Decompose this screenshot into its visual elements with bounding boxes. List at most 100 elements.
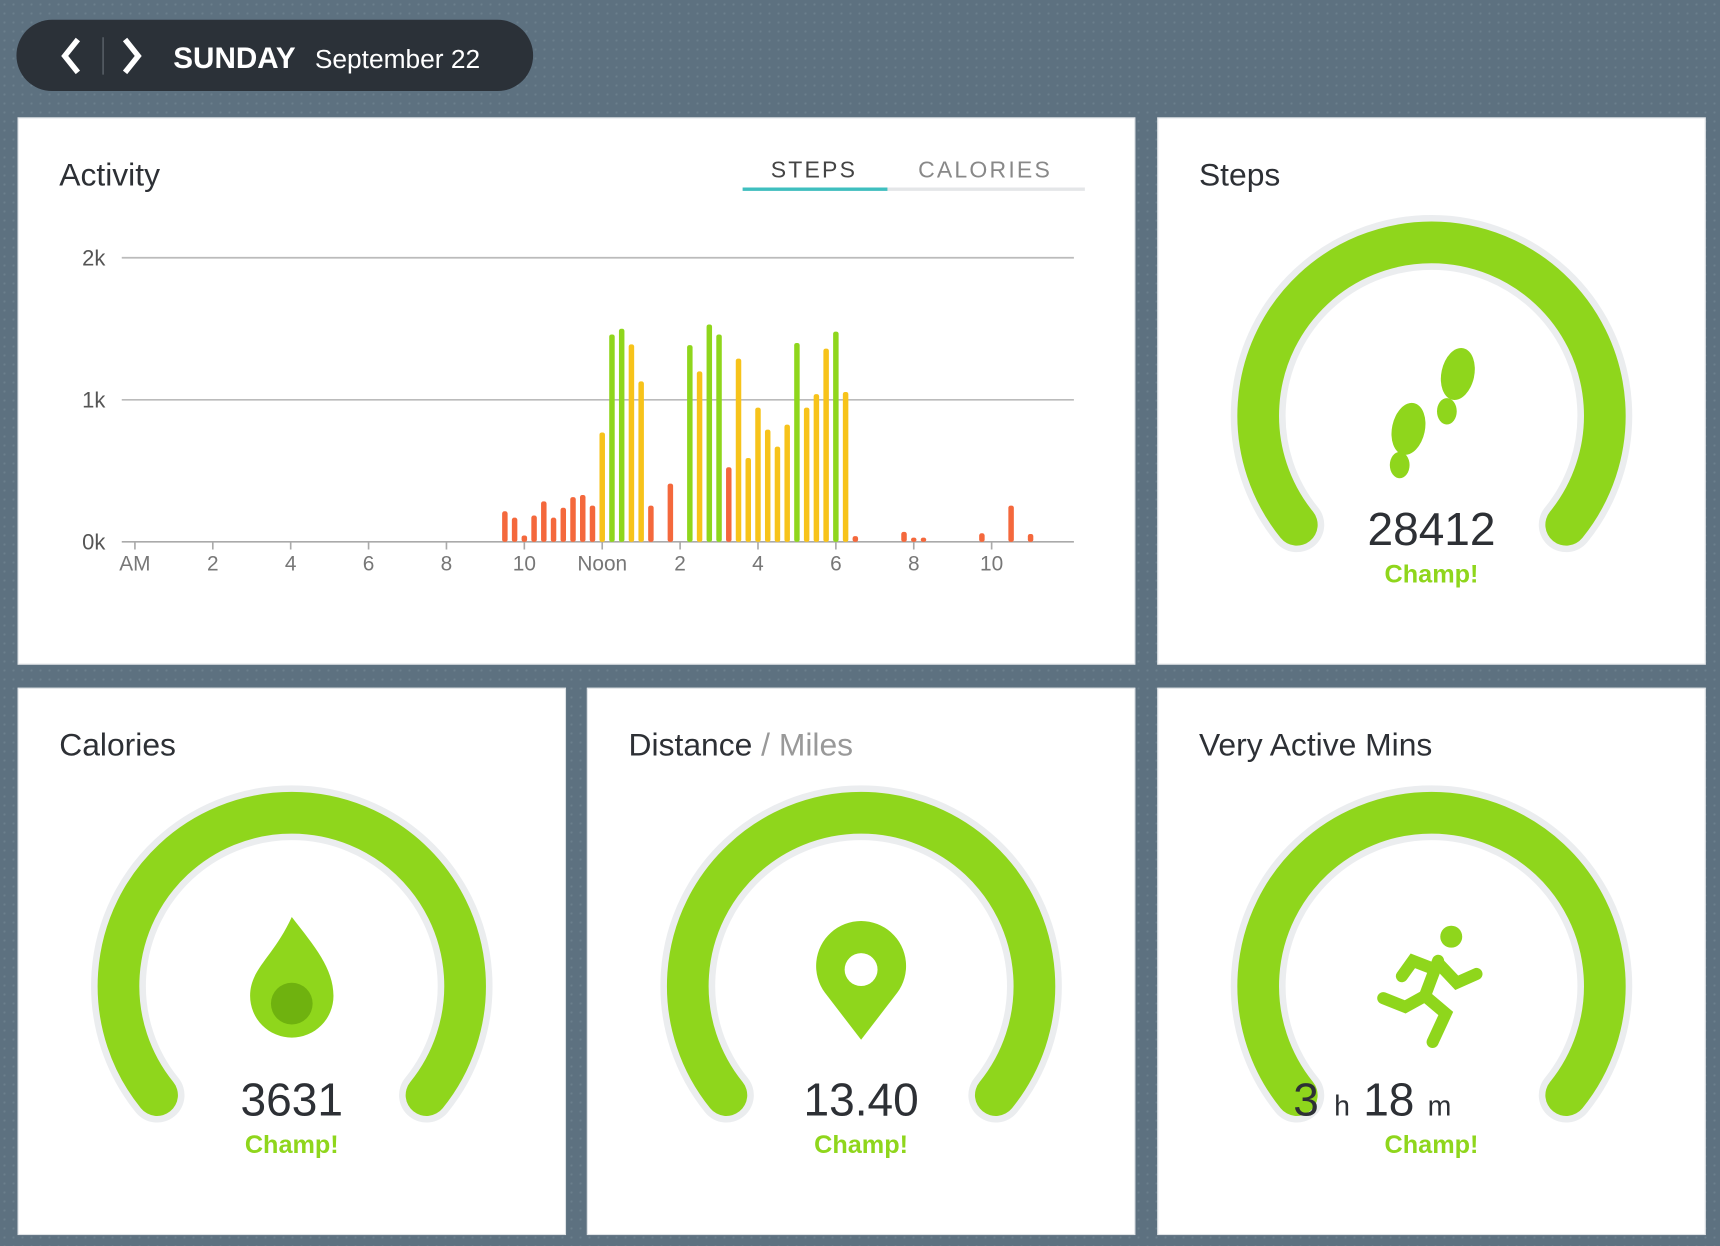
bar [911, 537, 917, 542]
very-active-gauge: 3 h 18 m Champ! [1230, 785, 1633, 1159]
bar [716, 334, 722, 542]
date-nav: SUNDAY September 22 [16, 19, 534, 92]
bar [920, 537, 927, 542]
bar [696, 371, 703, 542]
bar [706, 324, 713, 542]
footsteps-icon [1389, 348, 1475, 479]
calories-gauge: 3631 Champ! [91, 785, 493, 1159]
bar [901, 531, 907, 542]
x-tick-label: AM [119, 552, 150, 575]
status: Champ! [1385, 1131, 1479, 1159]
value: 3631 [241, 1073, 343, 1125]
hours: 3 [1293, 1073, 1319, 1125]
bar [531, 515, 537, 542]
activity-chart: STEPS CALORIES 0k 1k 2k AM 2 4 6 8 10 Noon 2 4 6 8 10 [82, 157, 1085, 575]
minutes: 18 [1363, 1073, 1414, 1125]
bar [618, 328, 625, 542]
bar [570, 497, 576, 542]
pin-hole [844, 953, 878, 987]
bar [502, 511, 508, 542]
card-title: Very Active Mins [1198, 728, 1433, 764]
bar [589, 505, 596, 542]
bar [745, 458, 751, 542]
bar [755, 407, 761, 542]
card-title: Steps [1198, 157, 1281, 194]
bar [1027, 534, 1034, 542]
bar [560, 507, 567, 542]
bar [833, 331, 839, 542]
steps-card: Steps 28412 Champ! [1157, 117, 1706, 665]
x-tick-label: 2 [207, 552, 219, 575]
x-tick-label: 10 [980, 552, 1003, 575]
bar [599, 432, 605, 542]
status: Champ! [814, 1131, 908, 1159]
runner-icon [1377, 925, 1483, 1049]
bar [687, 345, 693, 542]
bar [842, 391, 849, 542]
bar [609, 334, 615, 542]
bar [852, 536, 859, 542]
bar [667, 483, 674, 542]
value: 3 h 18 m [1293, 1073, 1451, 1125]
date: September 22 [315, 44, 480, 74]
steps-gauge: 28412 Champ! [1230, 214, 1633, 588]
tab-calories[interactable]: CALORIES [918, 157, 1052, 183]
card-title: Activity [59, 157, 160, 194]
next-button[interactable] [122, 37, 142, 75]
bar [726, 467, 732, 542]
bar [541, 501, 547, 542]
bar [580, 494, 586, 542]
value: 13.40 [803, 1073, 918, 1125]
x-tick-label: 8 [441, 552, 453, 575]
bar [628, 344, 635, 542]
unit: / Miles [761, 728, 854, 764]
distance-card: Distance / Miles 13.40 Champ! [586, 687, 1136, 1236]
bar [1008, 505, 1014, 542]
x-tick-label: 6 [363, 552, 375, 575]
x-tick-label: 4 [752, 552, 764, 575]
card-title: Calories [59, 728, 176, 764]
tab-steps[interactable]: STEPS [771, 157, 857, 183]
bar [648, 505, 654, 542]
x-tick-label: 2 [674, 552, 686, 575]
bar [794, 342, 800, 542]
gauge-arc [1237, 791, 1626, 1116]
distance-gauge: 13.40 Champ! [660, 785, 1062, 1159]
bar [803, 407, 810, 542]
nav-icons: SUNDAY September 22 [61, 37, 480, 75]
status: Champ! [1385, 560, 1479, 588]
bar [638, 381, 644, 542]
bar [784, 424, 790, 542]
card-title: Distance / Miles [629, 728, 854, 764]
calories-card: Calories 3631 Champ! [17, 687, 567, 1236]
bar [521, 535, 528, 542]
x-tick-label: 8 [908, 552, 920, 575]
bar [764, 429, 771, 542]
y-tick-label: 2k [82, 245, 105, 270]
y-tick-label: 1k [82, 387, 105, 412]
bar [735, 358, 742, 542]
bar [979, 533, 985, 542]
gauge-arc [1237, 221, 1626, 546]
prev-button[interactable] [61, 37, 81, 75]
minutes-unit: m [1428, 1090, 1452, 1122]
value: 28412 [1367, 503, 1495, 555]
status: Champ! [245, 1131, 339, 1159]
y-tick-label: 0k [82, 530, 105, 555]
gauge-arc [666, 791, 1056, 1116]
bar [774, 446, 781, 542]
flame-core [270, 982, 313, 1025]
activity-card: Activity STEPS CALORIES 0k 1k 2k AM 2 4 6 8 10 No… [17, 117, 1136, 665]
bar [823, 348, 829, 542]
flame-icon [250, 916, 334, 1038]
very-active-card: Very Active Mins 3 h 18 m Champ! [1157, 687, 1706, 1236]
bar [813, 394, 820, 542]
bar [511, 517, 518, 542]
hours-unit: h [1334, 1090, 1350, 1122]
x-tick-label: 4 [285, 552, 297, 575]
gauge-arc [97, 791, 486, 1116]
x-tick-label: 10 [513, 552, 536, 575]
x-tick-label: 6 [830, 552, 842, 575]
